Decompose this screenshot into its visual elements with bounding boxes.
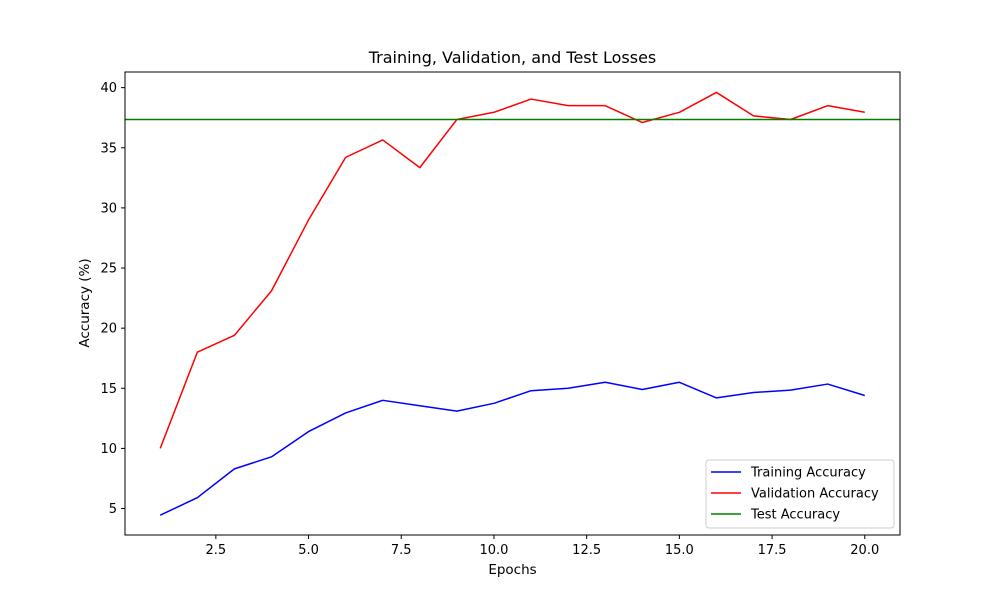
legend-box [705, 459, 895, 529]
y-tick-label: 5 [109, 502, 117, 517]
plot-area: 2.5 5.0 7.5 10.0 12.5 15.0 17.5 20.0 5 10 15 20 25 30… [100, 71, 901, 558]
x-tick-label: 15.0 [665, 543, 694, 558]
chart-title: Training, Validation, and Test Losses [368, 48, 657, 67]
x-tick-label: 12.5 [572, 543, 601, 558]
x-axis-title: Epochs [488, 562, 536, 578]
legend-label: Test Accuracy [750, 508, 840, 523]
y-tick-label: 15 [100, 382, 117, 397]
y-tick-label: 30 [100, 201, 117, 216]
series-line-training-accuracy [159, 381, 865, 516]
legend: Training Accuracy Validation Accuracy Test… [705, 459, 895, 529]
x-tick-label: 5.0 [298, 543, 319, 558]
y-tick-label: 20 [100, 322, 117, 337]
series-line-validation-accuracy [159, 91, 865, 449]
x-tick-label: 20.0 [850, 543, 879, 558]
x-tick-label: 2.5 [206, 543, 227, 558]
y-axis-title: Accuracy (%) [77, 258, 93, 347]
y-tick-label: 25 [100, 262, 117, 277]
x-tick-label: 17.5 [758, 543, 787, 558]
x-tick-label: 10.0 [479, 543, 508, 558]
y-tick-label: 10 [100, 442, 117, 457]
legend-label: Training Accuracy [750, 466, 866, 481]
x-tick-label: 7.5 [391, 543, 412, 558]
y-tick-label: 40 [100, 81, 117, 96]
y-tick-label: 35 [100, 141, 117, 156]
legend-label: Validation Accuracy [751, 487, 879, 502]
axes-frame [124, 71, 901, 536]
